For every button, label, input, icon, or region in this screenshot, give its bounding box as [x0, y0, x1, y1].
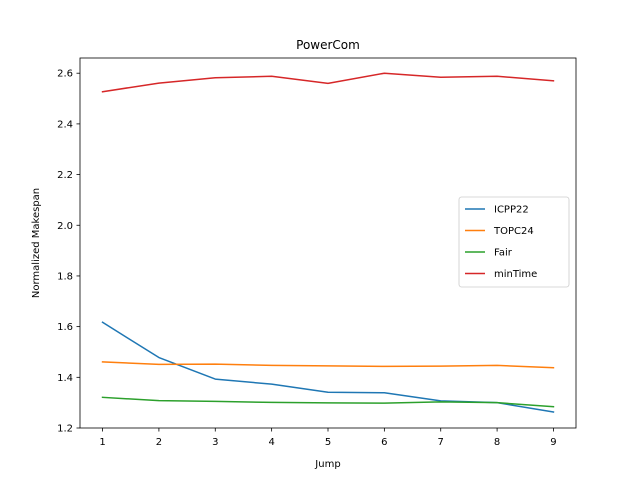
y-tick-label: 2.2	[57, 170, 73, 181]
y-tick-label: 1.2	[57, 424, 73, 435]
y-tick-label: 1.8	[57, 271, 73, 282]
y-axis-label: Normalized Makespan	[31, 188, 42, 298]
legend-label-icpp22: ICPP22	[494, 205, 529, 216]
legend-box	[458, 196, 570, 288]
x-tick-label: 2	[156, 437, 162, 448]
x-tick-label: 1	[99, 437, 105, 448]
x-tick-label: 7	[438, 437, 444, 448]
series-layer	[101, 72, 555, 413]
series-line-mintime	[101, 72, 555, 93]
legend-label-mintime: minTime	[494, 269, 537, 280]
y-tick-label: 1.6	[57, 322, 73, 333]
series-line-fair	[101, 396, 555, 408]
x-axis: 1 2 3 4 5 6 7 8 9	[99, 428, 557, 448]
x-tick-label: 3	[212, 437, 218, 448]
legend-label-fair: Fair	[494, 248, 513, 259]
y-axis: 1.2 1.4 1.6 1.8 2.0 2.2 2.4 2.6	[57, 69, 80, 435]
series-line-icpp22	[101, 321, 555, 413]
y-tick-label: 2.4	[57, 119, 73, 130]
series-line-topc24	[101, 361, 555, 369]
x-tick-label: 4	[268, 437, 274, 448]
x-axis-label: Jump	[314, 459, 340, 470]
x-tick-label: 9	[550, 437, 556, 448]
x-tick-label: 8	[494, 437, 500, 448]
chart-title: PowerCom	[296, 38, 360, 52]
legend: ICPP22 TOPC24 Fair minTime	[458, 196, 570, 288]
y-tick-label: 1.4	[57, 373, 73, 384]
y-tick-label: 2.0	[57, 221, 73, 232]
x-tick-label: 6	[381, 437, 387, 448]
legend-label-topc24: TOPC24	[493, 226, 534, 237]
x-tick-label: 5	[325, 437, 331, 448]
y-tick-label: 2.6	[57, 69, 73, 80]
